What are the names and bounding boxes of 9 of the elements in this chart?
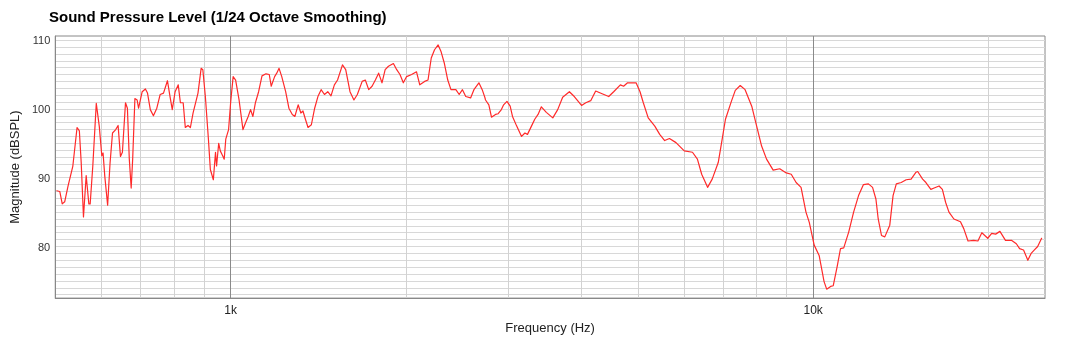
x-tick-label: 10k: [803, 303, 824, 318]
x-tick-label: 1k: [224, 303, 238, 318]
y-tick-label: 110: [32, 34, 51, 47]
chart-title: Sound Pressure Level (1/24 Octave Smoothing): [49, 8, 387, 25]
y-tick-label: 80: [38, 240, 51, 253]
y-tick-label: 100: [31, 102, 51, 115]
y-tick-label: 90: [38, 171, 51, 184]
x-axis-title: Frequency (Hz): [505, 320, 595, 335]
y-axis-title: Magnitude (dBSPL): [7, 110, 22, 224]
